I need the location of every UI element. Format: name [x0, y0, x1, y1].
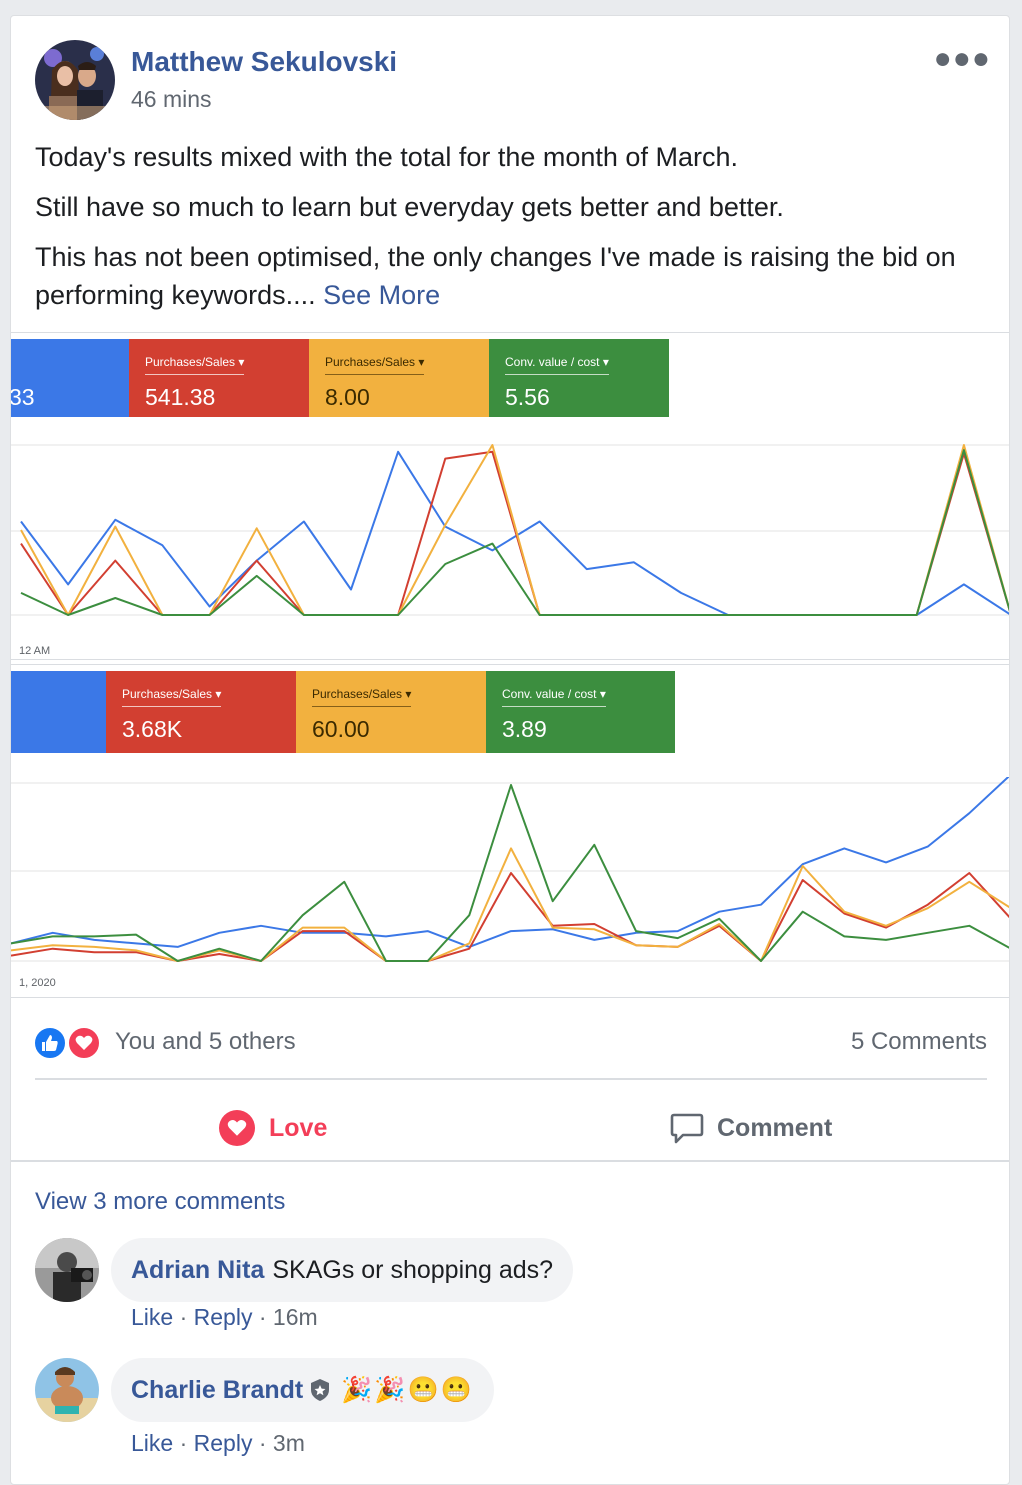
comment-like-link[interactable]: Like — [131, 1430, 174, 1456]
commenter-name[interactable]: Charlie Brandt — [131, 1375, 304, 1404]
line-chart-2 — [11, 777, 1009, 962]
divider — [11, 1160, 1009, 1162]
x-axis-label: 12 AM — [19, 645, 51, 657]
series-line — [11, 847, 1009, 962]
metric-value: 33 — [11, 384, 35, 410]
reactions-summary[interactable]: You and 5 others 5 Comments — [11, 1020, 1009, 1080]
comment-actions: Like · Reply · 3m — [131, 1430, 305, 1456]
comment-text: SKAGs or shopping ads? — [272, 1255, 554, 1284]
series-line — [20, 450, 1009, 616]
series-line — [20, 449, 1009, 616]
love-reaction-icon — [67, 1026, 101, 1060]
view-more-comments-link[interactable]: View 3 more comments — [35, 1188, 286, 1215]
comment-like-link[interactable]: Like — [131, 1304, 174, 1330]
series-line — [11, 777, 1009, 948]
metric-tile-blue — [11, 671, 106, 753]
metric-label: Purchases/Sales ▾ — [145, 355, 245, 375]
ads-screenshot-1[interactable]: 33 Purchases/Sales ▾ 541.38 Purchases/Sa… — [11, 332, 1009, 660]
metric-value: 541.38 — [145, 384, 216, 410]
comment-button[interactable]: Comment — [669, 1098, 832, 1158]
love-icon — [219, 1110, 255, 1146]
metric-value: 3.68K — [122, 716, 183, 742]
reactions-text[interactable]: You and 5 others — [115, 1028, 296, 1055]
post-card: Matthew Sekulovski 46 mins ●●● Today's r… — [10, 15, 1010, 1485]
post-body: Today's results mixed with the total for… — [35, 138, 995, 326]
line-chart-1 — [11, 444, 1009, 616]
post-paragraph: This has not been optimised, the only ch… — [35, 242, 956, 310]
ads-screenshot-2[interactable]: Purchases/Sales ▾ 3.68K Purchases/Sales … — [11, 664, 1009, 998]
metric-tile-yellow: Purchases/Sales ▾ 60.00 — [296, 671, 486, 753]
metric-label: Conv. value / cost ▾ — [502, 687, 606, 707]
comment-bubble: Adrian Nita SKAGs or shopping ads? — [111, 1238, 574, 1302]
comment-reply-link[interactable]: Reply — [193, 1304, 253, 1330]
love-button[interactable]: Love — [219, 1098, 327, 1158]
verified-badge-icon — [309, 1378, 331, 1402]
post-timestamp[interactable]: 46 mins — [131, 86, 212, 112]
series-line — [11, 784, 1009, 962]
love-label: Love — [269, 1113, 328, 1142]
comments-count-link[interactable]: 5 Comments — [850, 1028, 987, 1055]
metric-tile-red: Purchases/Sales ▾ 3.68K — [106, 671, 296, 753]
commenter-avatar[interactable] — [35, 1238, 99, 1302]
author-name[interactable]: Matthew Sekulovski — [131, 46, 398, 77]
comment-actions: Like · Reply · 16m — [131, 1304, 318, 1330]
metric-tile-blue: 33 — [11, 339, 129, 417]
metric-value: 3.89 — [502, 716, 547, 742]
divider — [35, 1078, 987, 1080]
metric-value: 8.00 — [325, 384, 370, 410]
post-paragraph: Still have so much to learn but everyday… — [35, 192, 784, 222]
metric-label: Conv. value / cost ▾ — [505, 355, 609, 375]
commenter-name[interactable]: Adrian Nita — [131, 1255, 265, 1284]
commenter-avatar[interactable] — [35, 1358, 99, 1422]
metric-tile-green: Conv. value / cost ▾ 3.89 — [486, 671, 675, 753]
comment-icon — [669, 1110, 705, 1146]
comment-label: Comment — [717, 1113, 833, 1142]
comment-bubble: Charlie Brandt 🎉🎉😬😬 — [111, 1358, 494, 1422]
more-options-icon[interactable]: ●●● — [933, 42, 991, 75]
see-more-link[interactable]: See More — [323, 280, 441, 310]
like-reaction-icon — [33, 1026, 67, 1060]
metric-value: 5.56 — [505, 384, 550, 410]
author-avatar[interactable] — [35, 40, 115, 120]
comment-time[interactable]: 16m — [272, 1304, 318, 1330]
metric-tile-green: Conv. value / cost ▾ 5.56 — [489, 339, 669, 417]
metric-label: Purchases/Sales ▾ — [312, 687, 412, 707]
series-line — [20, 444, 1009, 616]
post-paragraph: Today's results mixed with the total for… — [35, 142, 738, 172]
metric-tile-yellow: Purchases/Sales ▾ 8.00 — [309, 339, 489, 417]
metric-value: 60.00 — [312, 716, 370, 742]
comment-reply-link[interactable]: Reply — [193, 1430, 253, 1456]
x-axis-label: 1, 2020 — [19, 977, 56, 989]
metric-tile-red: Purchases/Sales ▾ 541.38 — [129, 339, 309, 417]
comment-emoji-text: 🎉🎉😬😬 — [341, 1375, 474, 1404]
comment-time[interactable]: 3m — [272, 1430, 305, 1456]
metric-label: Purchases/Sales ▾ — [122, 687, 222, 707]
metric-label: Purchases/Sales ▾ — [325, 355, 425, 375]
